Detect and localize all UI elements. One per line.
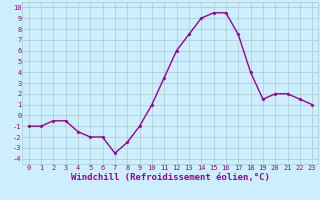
X-axis label: Windchill (Refroidissement éolien,°C): Windchill (Refroidissement éolien,°C) [71, 173, 270, 182]
